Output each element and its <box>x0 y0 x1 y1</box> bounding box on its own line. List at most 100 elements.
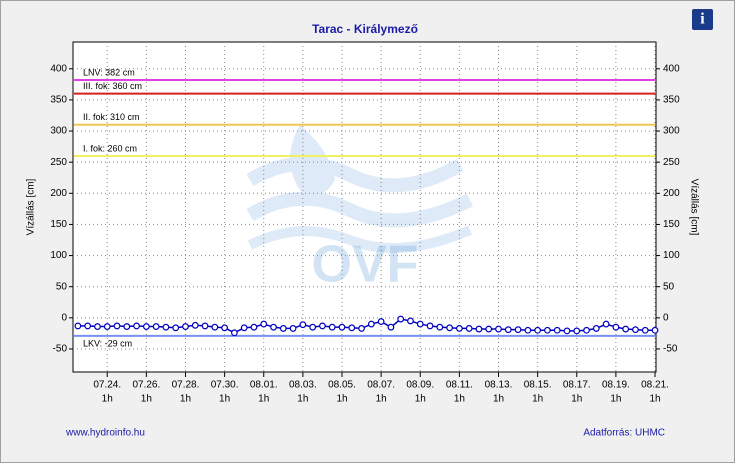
footer-link[interactable]: www.hydroinfo.hu <box>65 428 145 439</box>
data-point <box>289 325 297 332</box>
svg-text:i: i <box>700 11 705 28</box>
x-tick-label: 08.13. <box>485 380 513 391</box>
data-point <box>592 325 600 332</box>
data-point <box>221 324 229 332</box>
data-point <box>152 323 160 330</box>
threshold-label: II. fok: 310 cm <box>83 112 140 122</box>
x-tick-hour: 1h <box>532 394 543 405</box>
data-point <box>632 326 639 334</box>
y-tick-label: 50 <box>56 281 68 292</box>
data-point <box>426 322 434 330</box>
data-point <box>123 323 131 330</box>
x-tick-label: 08.19. <box>602 380 630 391</box>
x-tick-label: 08.01. <box>250 380 278 391</box>
data-point <box>358 325 365 332</box>
data-point <box>436 323 444 331</box>
threshold-label: III. fok: 360 cm <box>83 81 142 91</box>
x-tick-hour: 1h <box>376 394 387 405</box>
x-tick-hour: 1h <box>297 394 308 405</box>
data-point <box>504 326 512 334</box>
x-tick-hour: 1h <box>141 394 152 405</box>
x-tick-label: 08.15. <box>524 380 552 391</box>
data-point <box>465 325 473 332</box>
data-point <box>446 324 454 332</box>
data-point <box>367 320 375 328</box>
y2-tick-label: 100 <box>663 250 680 261</box>
x-tick-hour: 1h <box>454 394 465 405</box>
data-point <box>485 325 493 333</box>
y2-tick-label: 0 <box>663 312 669 323</box>
x-tick-hour: 1h <box>336 394 347 405</box>
y2-tick-label: 200 <box>663 188 680 199</box>
y-tick-label: 400 <box>50 63 67 74</box>
data-point <box>133 322 140 330</box>
x-tick-hour: 1h <box>102 394 113 405</box>
x-tick-label: 07.24. <box>93 380 121 391</box>
data-point <box>191 321 199 329</box>
data-point <box>142 323 150 330</box>
data-point <box>514 326 522 334</box>
data-point <box>475 325 483 333</box>
data-point <box>299 321 307 329</box>
x-tick-label: 08.07. <box>367 380 395 391</box>
data-point <box>319 322 326 330</box>
data-point <box>407 317 414 325</box>
data-point <box>387 323 395 331</box>
data-point <box>397 315 405 323</box>
data-point <box>74 322 82 330</box>
data-point <box>602 320 610 328</box>
data-point <box>328 323 336 331</box>
y-tick-label: 100 <box>50 250 67 261</box>
data-point <box>240 324 248 332</box>
x-tick-hour: 1h <box>571 394 582 405</box>
data-point <box>182 323 189 330</box>
data-point <box>113 322 121 330</box>
data-point <box>279 325 287 332</box>
info-button[interactable]: i <box>692 9 713 30</box>
x-tick-label: 08.11. <box>446 380 473 391</box>
y-tick-label: 200 <box>50 188 67 199</box>
data-point <box>651 326 659 334</box>
y-tick-label: 150 <box>50 219 67 230</box>
x-tick-label: 08.17. <box>563 380 591 391</box>
x-tick-hour: 1h <box>493 394 504 405</box>
x-tick-label: 07.30. <box>211 380 239 391</box>
data-point <box>270 323 277 331</box>
data-point <box>455 325 463 332</box>
threshold-label: LKV: -29 cm <box>83 338 132 348</box>
chart-title: Tarac - Királymező <box>312 22 418 36</box>
x-tick-label: 08.03. <box>289 380 317 391</box>
x-tick-hour: 1h <box>415 394 426 405</box>
y2-tick-label: 300 <box>663 126 680 137</box>
y2-axis-label: Vízállás [cm] <box>688 179 699 236</box>
data-point <box>622 325 630 333</box>
y-tick-label: -50 <box>53 344 68 355</box>
y-axis-label: Vízállás [cm] <box>26 178 37 235</box>
x-tick-hour: 1h <box>180 394 191 405</box>
data-point <box>309 323 317 331</box>
data-point <box>94 323 101 330</box>
x-tick-hour: 1h <box>219 394 230 405</box>
data-point <box>573 327 581 335</box>
data-point <box>250 323 258 331</box>
data-point <box>260 320 268 328</box>
y2-tick-label: 350 <box>663 95 680 106</box>
y2-tick-label: 400 <box>663 63 680 74</box>
footer-source: Adatforrás: UHMC <box>583 428 665 439</box>
x-tick-label: 08.05. <box>328 380 356 391</box>
threshold-label: I. fok: 260 cm <box>83 143 137 153</box>
watermark-logo <box>246 125 474 253</box>
data-point <box>544 326 551 334</box>
data-point <box>641 326 649 334</box>
data-point <box>583 326 590 334</box>
data-point <box>211 323 219 331</box>
data-point <box>416 320 424 328</box>
data-point <box>553 326 561 334</box>
data-point <box>172 324 180 332</box>
y-tick-label: 300 <box>50 126 67 137</box>
threshold-label: LNV: 382 cm <box>83 67 135 77</box>
data-point <box>103 323 111 330</box>
x-tick-label: 07.28. <box>172 380 200 391</box>
data-point <box>377 318 385 325</box>
